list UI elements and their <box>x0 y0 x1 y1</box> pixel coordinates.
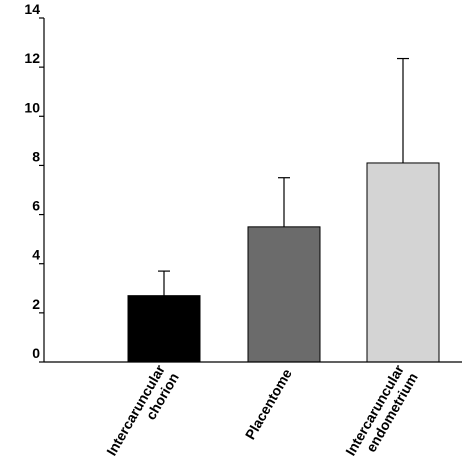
x-category-label: Placentome <box>242 366 295 442</box>
error-bars <box>158 57 409 296</box>
y-axis: 0 2 4 6 8 10 12 14 <box>24 1 45 363</box>
y-tick-label: 14 <box>24 1 40 17</box>
bar-1 <box>127 295 201 363</box>
bar-2 <box>247 226 321 363</box>
y-tick-label: 0 <box>32 345 40 361</box>
x-category-label-line: Placentome <box>242 366 295 442</box>
y-tick-label: 4 <box>32 247 40 263</box>
y-tick-label: 2 <box>32 296 40 312</box>
y-tick-label: 12 <box>24 50 40 66</box>
bar-3 <box>366 162 440 363</box>
y-tick-label: 10 <box>24 99 40 115</box>
bars <box>127 162 440 363</box>
y-tick-label: 8 <box>32 148 40 164</box>
y-tick-label: 6 <box>32 198 40 214</box>
